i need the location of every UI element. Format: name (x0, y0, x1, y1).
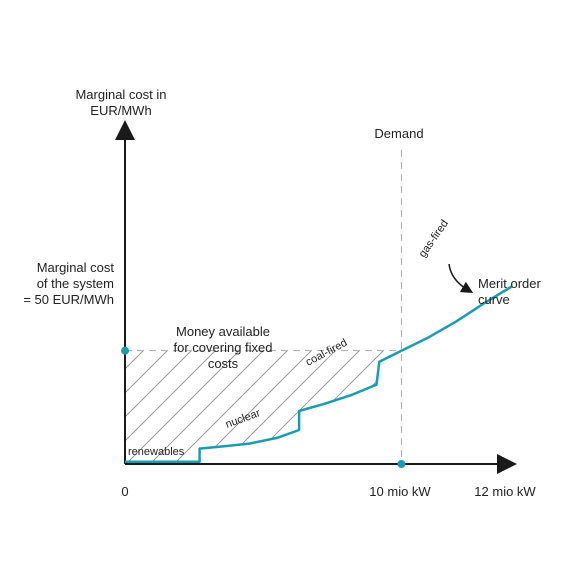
x-tick-label-max: 12 mio kW (474, 484, 536, 499)
hatch-line (277, 350, 402, 462)
x-tick-label-zero: 0 (121, 484, 128, 499)
marginal-cost-label: = 50 EUR/MWh (23, 292, 114, 307)
hatch-line (542, 0, 584, 584)
y-axis-label: Marginal cost in (75, 87, 166, 102)
merit-order-label: curve (478, 292, 510, 307)
merit-order-curve (125, 285, 513, 463)
segment-label-coal-fired: coal-fired (304, 337, 350, 369)
merit-order-pointer-arrow (448, 263, 474, 294)
x-tick-label-demand: 10 mio kW (369, 484, 431, 499)
marginal-cost-label: of the system (37, 276, 114, 291)
marginal-cost-point (121, 346, 129, 355)
segment-label-nuclear: nuclear (224, 407, 262, 431)
demand-label: Demand (374, 126, 423, 141)
money-available-label: Money available (176, 324, 270, 339)
marginal-cost-label: Marginal cost (37, 260, 115, 275)
merit-order-label: Merit order (478, 276, 542, 291)
y-axis-label: EUR/MWh (90, 103, 151, 118)
segment-label-gas-fired: gas-fired (417, 218, 451, 260)
segment-label-renewables: renewables (128, 446, 185, 458)
money-available-label: costs (208, 356, 239, 371)
hatch-line (325, 350, 402, 462)
hatch-line (301, 350, 402, 462)
x-axis-arrowhead (497, 454, 517, 474)
demand-point (397, 460, 406, 468)
y-axis-arrowhead (115, 120, 135, 140)
money-available-label: for covering fixed (174, 340, 273, 355)
hatch-line (566, 0, 584, 584)
